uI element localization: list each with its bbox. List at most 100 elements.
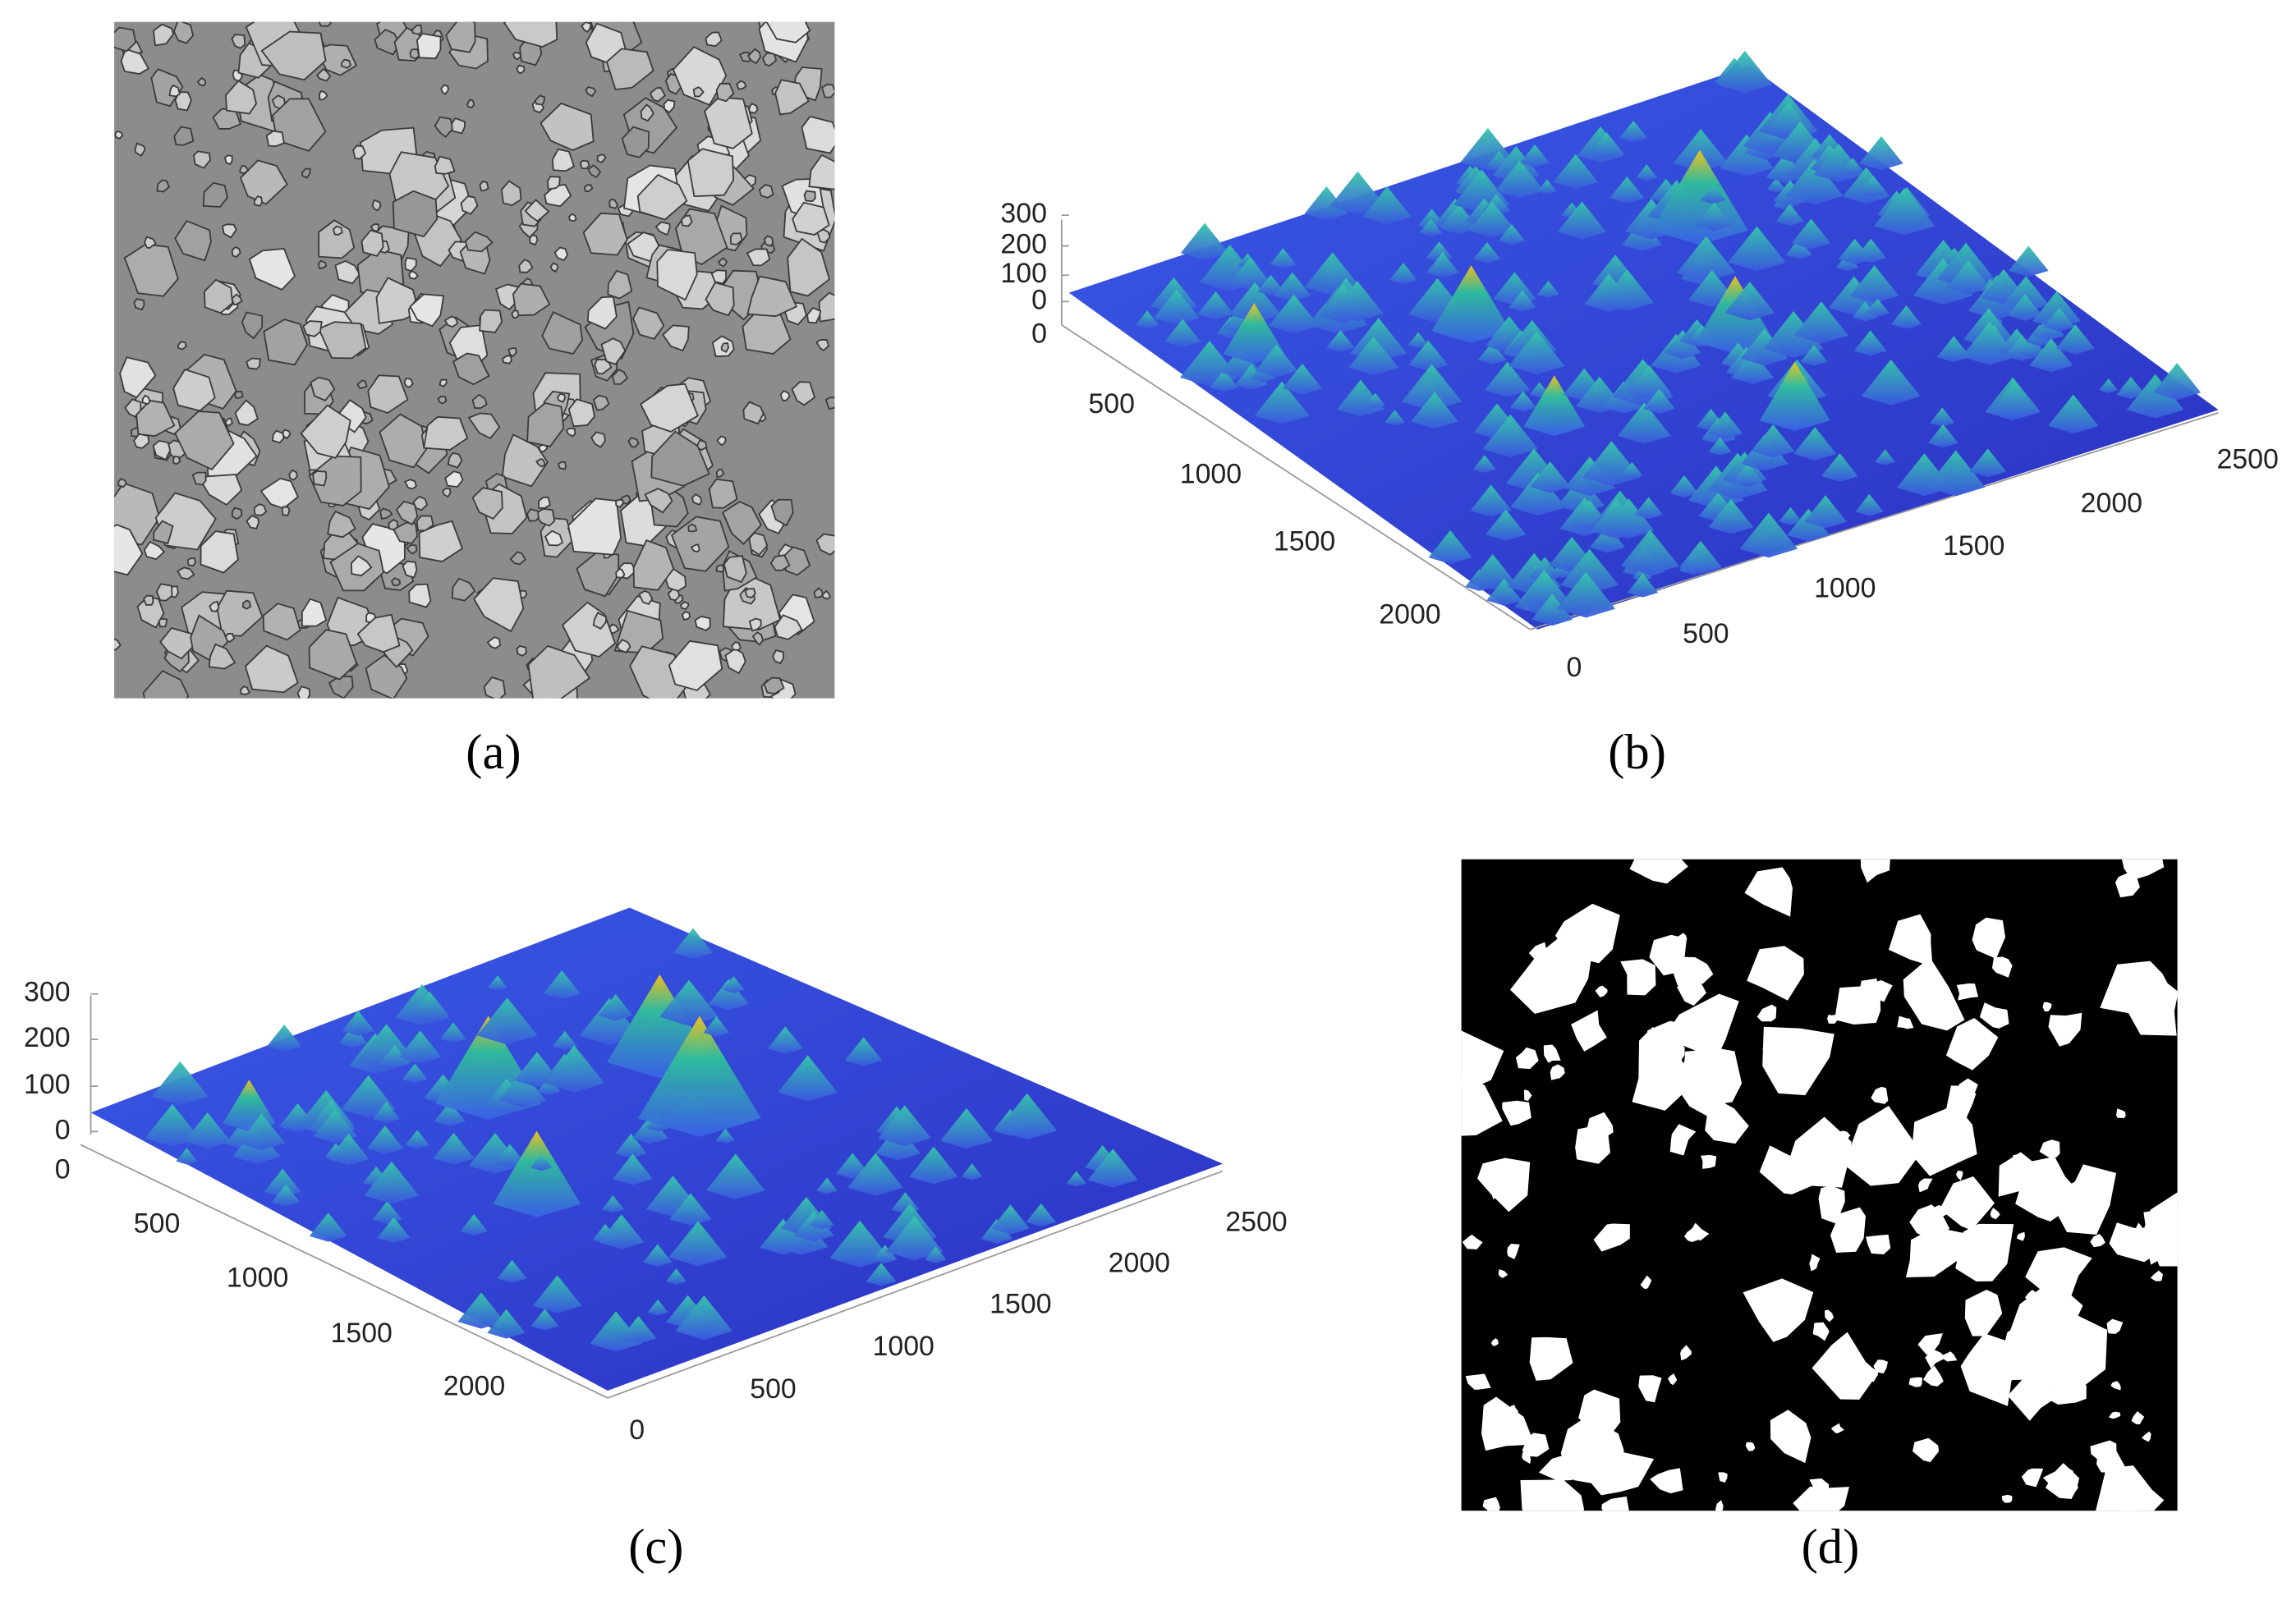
peak <box>1523 572 1569 608</box>
peak <box>1180 222 1229 260</box>
peak <box>1785 238 1813 259</box>
pore <box>1650 1468 1683 1494</box>
stone <box>143 540 166 561</box>
pore <box>1640 1275 1652 1290</box>
stone <box>395 500 419 526</box>
stone <box>715 468 725 479</box>
peak <box>1557 201 1607 240</box>
peak <box>1408 340 1449 371</box>
stone <box>168 85 181 98</box>
pore <box>1520 1479 1585 1511</box>
stone <box>668 640 723 691</box>
stone <box>124 398 142 418</box>
peak <box>1861 359 1921 406</box>
peak <box>145 1103 200 1147</box>
peak <box>342 1011 374 1036</box>
stone <box>225 80 258 115</box>
stone <box>423 415 469 451</box>
peak <box>2048 394 2099 434</box>
stone <box>680 214 693 227</box>
peak <box>703 1015 730 1037</box>
stone <box>132 433 150 449</box>
stone <box>471 393 488 409</box>
pore <box>1756 1004 1777 1022</box>
stone <box>608 198 619 209</box>
stone <box>579 159 590 170</box>
pore <box>1515 1047 1539 1070</box>
peak <box>1273 272 1311 301</box>
peak <box>1874 188 1936 236</box>
x-tick-label: 1000 <box>1814 573 1876 604</box>
peak <box>1557 476 1605 513</box>
stone <box>638 589 654 605</box>
stone <box>581 21 592 34</box>
pore <box>1955 1170 1963 1181</box>
peak <box>1632 566 1652 581</box>
pore <box>1888 914 1933 967</box>
peak <box>1234 364 1268 390</box>
pore <box>2116 1108 2126 1118</box>
stone <box>710 269 727 285</box>
pore <box>1835 986 1881 1025</box>
stone <box>439 378 448 387</box>
peak <box>647 1299 668 1316</box>
stone <box>333 225 343 236</box>
pore <box>1860 859 1890 883</box>
peak <box>1560 548 1619 594</box>
stone <box>627 437 640 448</box>
peak <box>816 1177 838 1194</box>
peak <box>643 1244 673 1267</box>
stone <box>690 543 700 553</box>
peak <box>272 1184 301 1207</box>
stone <box>722 501 762 545</box>
stone <box>296 685 311 699</box>
peak <box>1759 361 1830 432</box>
pore <box>1629 859 1688 884</box>
pore <box>1964 1289 2003 1336</box>
peak <box>1849 265 1899 304</box>
peak <box>460 1214 488 1236</box>
stone <box>473 577 525 633</box>
peak <box>1720 134 1774 177</box>
pore <box>1579 1434 1595 1451</box>
peak <box>1609 176 1645 204</box>
pore <box>2042 1002 2052 1012</box>
pore <box>1718 1472 1728 1483</box>
pore-regions <box>1461 859 2178 1511</box>
stone <box>765 21 811 44</box>
peak <box>1634 497 1663 520</box>
stone <box>231 245 241 258</box>
peak <box>1026 1203 1056 1227</box>
stone <box>246 357 261 370</box>
stone <box>444 470 464 488</box>
stone <box>824 397 835 410</box>
peak <box>1779 507 1802 525</box>
peak <box>176 1148 198 1165</box>
peak <box>402 1063 428 1084</box>
peak <box>1717 50 1773 94</box>
pore <box>1991 956 2013 978</box>
pore <box>2090 1234 2105 1248</box>
peak <box>1627 573 1659 598</box>
peak <box>1927 424 1958 448</box>
stone <box>503 21 558 48</box>
stone <box>558 461 567 470</box>
pore <box>1793 1486 1849 1511</box>
stone <box>507 347 517 357</box>
stone <box>239 159 288 205</box>
peak <box>1793 301 1848 344</box>
peak <box>313 1109 357 1144</box>
peak <box>494 1144 526 1168</box>
stone <box>511 309 520 319</box>
peak <box>184 1112 232 1149</box>
peak <box>1419 218 1442 236</box>
peak <box>767 1026 803 1054</box>
peak <box>1223 303 1285 364</box>
stone <box>621 126 650 158</box>
peak <box>1961 322 2018 365</box>
stone <box>803 190 816 203</box>
peak <box>2029 338 2073 373</box>
peak <box>1486 578 1522 606</box>
peak <box>1428 530 1472 564</box>
pore <box>1946 1018 1999 1070</box>
